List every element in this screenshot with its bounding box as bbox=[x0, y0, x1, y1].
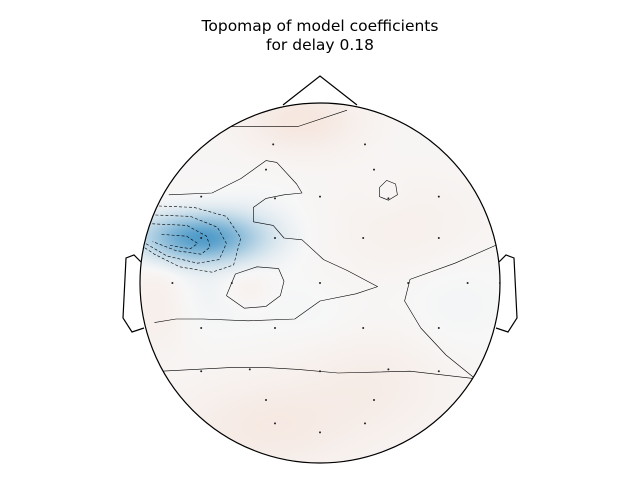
sensor-point-2 bbox=[265, 168, 267, 171]
sensor-point-1 bbox=[364, 143, 366, 146]
contour-line-7 bbox=[404, 243, 500, 379]
sensor-point-20 bbox=[362, 327, 365, 329]
head-circle bbox=[139, 102, 501, 464]
sensor-point-9 bbox=[200, 237, 203, 239]
contour-line-8 bbox=[379, 180, 398, 201]
sensor-point-12 bbox=[437, 237, 440, 239]
sensor-point-26 bbox=[437, 370, 440, 373]
left-ear-outline bbox=[122, 254, 145, 333]
sensor-point-19 bbox=[274, 327, 276, 329]
sensor-point-17 bbox=[466, 282, 469, 284]
sensor-point-14 bbox=[230, 282, 233, 284]
head-interior bbox=[140, 103, 500, 463]
sensor-point-21 bbox=[437, 327, 440, 329]
chart-title-line1: Topomap of model coefficients bbox=[201, 17, 439, 35]
contour-line-6 bbox=[226, 266, 285, 309]
contour-line-3 bbox=[161, 234, 198, 250]
sensor-point-29 bbox=[274, 422, 276, 425]
sensor-point-8 bbox=[437, 195, 440, 198]
contour-line-9 bbox=[161, 367, 486, 383]
sensor-point-15 bbox=[319, 282, 321, 284]
sensor-point-27 bbox=[265, 399, 267, 401]
head-outline bbox=[122, 75, 518, 464]
sensor-point-18 bbox=[200, 327, 203, 329]
sensor-point-6 bbox=[319, 195, 321, 198]
sensor-point-10 bbox=[274, 237, 276, 239]
sensor-point-5 bbox=[274, 197, 276, 200]
sensor-point-25 bbox=[387, 368, 390, 371]
sensor-point-30 bbox=[364, 422, 366, 425]
sensor-point-22 bbox=[200, 370, 203, 373]
sensor-point-0 bbox=[272, 143, 275, 146]
sensor-point-31 bbox=[319, 431, 321, 434]
sensor-point-23 bbox=[248, 368, 251, 371]
contour-line-2 bbox=[147, 223, 211, 255]
sensor-point-16 bbox=[407, 282, 410, 284]
contour-line-0 bbox=[143, 205, 242, 273]
sensor-markers bbox=[171, 143, 500, 434]
sensor-point-28 bbox=[373, 399, 375, 401]
chart-title-line2: for delay 0.18 bbox=[266, 36, 374, 54]
sensor-point-11 bbox=[362, 237, 365, 239]
contour-line-1 bbox=[145, 214, 227, 264]
sensor-point-3 bbox=[373, 168, 375, 171]
sensor-point-24 bbox=[319, 370, 321, 373]
sensor-point-4 bbox=[200, 195, 203, 198]
sensor-point-13 bbox=[171, 282, 174, 284]
right-ear-outline bbox=[495, 254, 518, 333]
sensor-point-7 bbox=[387, 197, 390, 200]
contour-line-5 bbox=[154, 160, 378, 323]
nose-outline bbox=[282, 75, 358, 106]
